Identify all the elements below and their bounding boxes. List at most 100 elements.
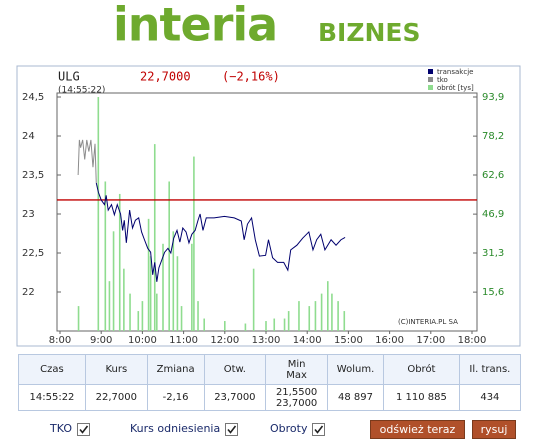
y-tick-label: 24,5 bbox=[22, 92, 44, 103]
check-mark bbox=[79, 425, 89, 434]
volume-bar bbox=[283, 318, 286, 331]
check-mark bbox=[227, 425, 237, 434]
cell-text: Il. trans. bbox=[469, 364, 511, 375]
cell-text: Zmiana bbox=[156, 364, 195, 375]
volume-bar bbox=[327, 281, 329, 331]
volume-bar bbox=[153, 144, 156, 331]
table-cell: 1 110 885 bbox=[383, 384, 460, 411]
y-tick-label: 22,5 bbox=[22, 248, 44, 259]
x-tick-label: 8:00 bbox=[49, 335, 71, 346]
legend-label: obrót [tys] bbox=[437, 84, 474, 92]
legend-swatch bbox=[428, 77, 433, 82]
button[interactable]: rysuj bbox=[472, 420, 516, 439]
y-tick-label: 22 bbox=[22, 287, 35, 298]
ticker: ULG bbox=[58, 70, 80, 84]
table-cell: Il. trans. bbox=[458, 354, 522, 385]
volume-bar bbox=[147, 218, 150, 331]
volume-bar bbox=[176, 256, 179, 331]
checkbox-label: Kurs odniesienia bbox=[130, 422, 221, 435]
table-cell: 14:55:22 bbox=[18, 384, 86, 411]
price-line bbox=[95, 182, 346, 282]
legend-swatch bbox=[428, 85, 433, 90]
volume-bar bbox=[244, 323, 247, 331]
copyright: (C)INTERIA.PL SA bbox=[398, 318, 458, 326]
volume-bar bbox=[337, 301, 339, 331]
x-tick-label: 10:00 bbox=[128, 335, 157, 346]
volume-bar bbox=[203, 318, 205, 331]
y-tick-label: 24 bbox=[22, 131, 35, 142]
x-tick-label: 18:00 bbox=[458, 335, 487, 346]
volume-bar bbox=[331, 293, 333, 331]
cell-text: 23,7000 bbox=[214, 392, 256, 403]
table-cell: Kurs bbox=[84, 354, 148, 385]
y2-tick-label: 62,6 bbox=[482, 170, 504, 181]
volume-bar bbox=[156, 293, 158, 331]
change: (−2,16%) bbox=[222, 70, 280, 84]
volume-bar bbox=[129, 293, 131, 331]
logo: interia bbox=[113, 0, 277, 52]
checkbox-label: TKO bbox=[50, 422, 72, 435]
cell-text: Czas bbox=[40, 364, 64, 375]
x-tick-label: 12:00 bbox=[210, 335, 239, 346]
cell-text: 434 bbox=[480, 392, 500, 403]
cell-text: Obrót bbox=[407, 364, 436, 375]
button[interactable]: odśwież teraz bbox=[370, 420, 465, 439]
cell-text: 23,7000 bbox=[275, 397, 318, 409]
checkbox-field: Kurs odniesienia bbox=[130, 422, 239, 436]
y-tick-label: 23,5 bbox=[22, 170, 44, 181]
y2-tick-label: 93,9 bbox=[482, 92, 504, 103]
volume-bar bbox=[141, 301, 144, 331]
x-tick-label: 11:00 bbox=[169, 335, 198, 346]
table-cell: Wolum. bbox=[326, 354, 385, 385]
volume-bar bbox=[298, 301, 300, 331]
x-tick-label: 16:00 bbox=[375, 335, 404, 346]
cell-text: Kurs bbox=[105, 364, 128, 375]
volume-bar bbox=[149, 256, 152, 331]
volume-bar bbox=[137, 311, 140, 331]
cell-text: 14:55:22 bbox=[29, 392, 75, 403]
volume-bar bbox=[314, 301, 317, 331]
checkbox[interactable] bbox=[77, 422, 90, 436]
volume-bar bbox=[162, 243, 164, 331]
volume-bar bbox=[191, 243, 193, 331]
volume-bar bbox=[224, 321, 226, 331]
cell-text: 1 110 885 bbox=[395, 392, 447, 403]
price-line bbox=[77, 139, 97, 183]
table-cell: -2,16 bbox=[146, 384, 205, 411]
controls: TKO Kurs odniesienia Obroty odśwież teraz ry… bbox=[0, 420, 535, 442]
cell-text: -2,16 bbox=[162, 392, 189, 403]
plot-frame bbox=[56, 92, 478, 332]
volume-bar bbox=[108, 281, 111, 331]
volume-bar bbox=[193, 156, 195, 331]
y2-tick-label: 31,3 bbox=[482, 248, 504, 259]
legend-swatch bbox=[428, 69, 433, 74]
volume-bar bbox=[180, 306, 183, 331]
checkbox-field: TKO bbox=[50, 422, 90, 436]
volume-bar bbox=[104, 181, 107, 331]
cell-text: 22,7000 bbox=[95, 392, 137, 403]
checkbox[interactable] bbox=[312, 422, 326, 436]
check-mark bbox=[314, 425, 324, 434]
table-cell: 22,7000 bbox=[84, 384, 148, 411]
y2-tick-label: 46,9 bbox=[482, 209, 504, 220]
price: 22,7000 bbox=[140, 70, 191, 84]
cell-text: Max bbox=[286, 369, 307, 381]
cell-text: Min bbox=[287, 358, 306, 370]
volume-bar bbox=[172, 231, 175, 331]
y2-tick-label: 15,6 bbox=[482, 287, 504, 298]
time: (14:55:22) bbox=[58, 86, 105, 96]
legend-label: transakcje bbox=[437, 68, 473, 76]
volume-bar bbox=[112, 231, 115, 331]
cell-text: Otw. bbox=[223, 364, 246, 375]
volume-bar bbox=[287, 311, 290, 331]
checkbox[interactable] bbox=[225, 422, 239, 436]
checkbox-field: Obroty bbox=[270, 422, 326, 436]
x-tick-label: 17:00 bbox=[416, 335, 445, 346]
quote-table: Czas Kurs Zmiana Otw. Min Max Wolum. Obrót Il. t… bbox=[18, 354, 522, 411]
y-tick-label: 23 bbox=[22, 209, 35, 220]
chart: interia BIZNES ULG 22,7000 (−2,16%) (14:… bbox=[16, 0, 521, 347]
table-cell: 434 bbox=[458, 384, 522, 411]
cell-text: 21,5500 bbox=[275, 386, 318, 398]
section: BIZNES bbox=[318, 18, 421, 47]
